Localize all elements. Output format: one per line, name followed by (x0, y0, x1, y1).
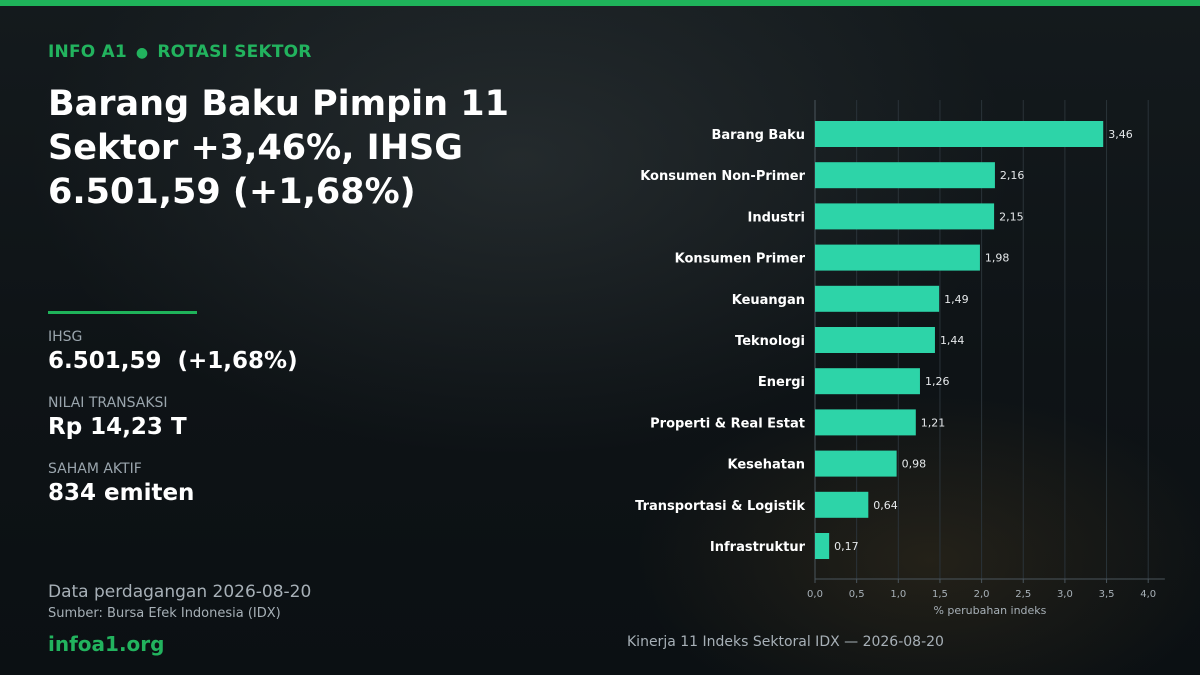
bar (815, 533, 830, 559)
category-label: Transportasi & Logistik (635, 499, 805, 514)
category-label: Energi (758, 375, 805, 390)
section-label: ROTASI SEKTOR (157, 42, 312, 62)
data-label: 0,17 (834, 540, 859, 553)
x-axis-title: % perubahan indeks (933, 604, 1046, 617)
category-label: Industri (748, 210, 805, 225)
category-label: Properti & Real Estat (650, 416, 805, 431)
bar (815, 450, 897, 477)
data-label: 1,49 (944, 293, 969, 306)
x-tick-label: 2,5 (1015, 589, 1031, 600)
stat-label-transaction: NILAI TRANSAKSI (48, 395, 168, 411)
data-label: 0,64 (873, 499, 898, 512)
category-label: Konsumen Non-Primer (640, 169, 805, 184)
bar (815, 203, 995, 230)
data-label: 1,44 (940, 334, 965, 347)
stat-value-active-stocks: 834 emiten (48, 480, 195, 506)
stat-label-ihsg: IHSG (48, 329, 83, 345)
category-label: Konsumen Primer (675, 252, 806, 267)
bar (815, 491, 869, 518)
data-label: 2,16 (1000, 169, 1025, 182)
data-label: 1,26 (925, 375, 950, 388)
x-tick-label: 0,0 (807, 589, 823, 600)
x-tick-label: 2,0 (974, 589, 990, 600)
bar (815, 368, 920, 395)
x-tick-label: 4,0 (1140, 589, 1156, 600)
stat-value-ihsg: 6.501,59 (+1,68%) (48, 348, 298, 374)
stat-value-transaction: Rp 14,23 T (48, 414, 187, 440)
bar (815, 162, 995, 189)
bullet-icon: ● (135, 45, 149, 61)
kicker: INFO A1 ● ROTASI SEKTOR (48, 42, 312, 62)
bar (815, 409, 916, 436)
category-label: Keuangan (732, 293, 805, 308)
category-label: Barang Baku (711, 128, 805, 143)
data-label: 1,21 (921, 416, 946, 429)
brand-label: INFO A1 (48, 42, 127, 62)
bar (815, 327, 935, 353)
site-link[interactable]: infoa1.org (48, 632, 165, 656)
x-tick-label: 3,5 (1099, 589, 1115, 600)
x-tick-label: 3,0 (1057, 589, 1073, 600)
category-label: Kesehatan (728, 458, 806, 473)
data-label: 2,15 (999, 210, 1024, 223)
footer-date: Data perdagangan 2026-08-20 (48, 582, 312, 602)
data-label: 0,98 (902, 458, 927, 471)
x-tick-label: 0,5 (849, 589, 865, 600)
category-label: Teknologi (735, 334, 805, 349)
chart-caption: Kinerja 11 Indeks Sektoral IDX — 2026-08… (627, 634, 944, 650)
footer-source: Sumber: Bursa Efek Indonesia (IDX) (48, 606, 281, 621)
x-tick-label: 1,5 (932, 589, 948, 600)
bar (815, 285, 940, 312)
top-accent-bar (0, 0, 1200, 6)
bar (815, 121, 1104, 147)
x-tick-label: 1,0 (890, 589, 906, 600)
page-title: Barang Baku Pimpin 11 Sektor +3,46%, IHS… (48, 84, 509, 212)
bar (815, 244, 980, 271)
stat-label-active-stocks: SAHAM AKTIF (48, 461, 142, 477)
data-label: 3,46 (1108, 128, 1133, 141)
category-label: Infrastruktur (710, 540, 806, 555)
divider (48, 311, 197, 314)
data-label: 1,98 (985, 252, 1010, 265)
